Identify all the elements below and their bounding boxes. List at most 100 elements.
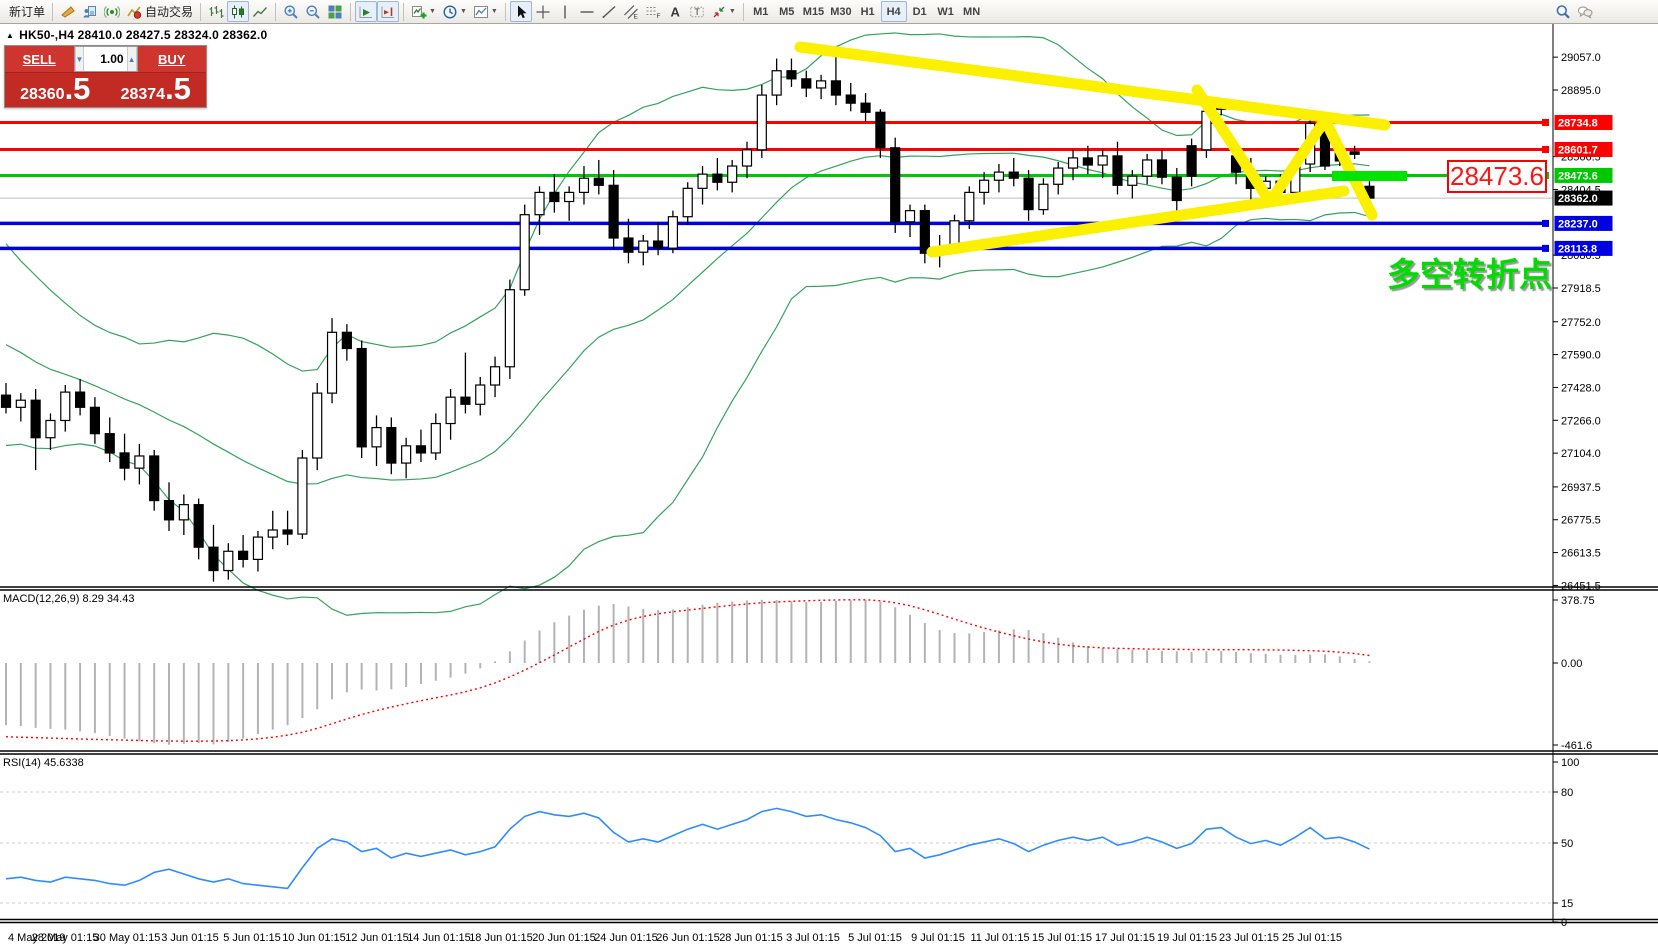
candle-body xyxy=(60,391,71,422)
line-end-marker[interactable] xyxy=(1542,118,1549,126)
candle-body xyxy=(297,457,308,535)
svg-text:26775.5: 26775.5 xyxy=(1561,515,1601,527)
arrow-tools-button[interactable]: ▼ xyxy=(708,1,739,22)
svg-text:0: 0 xyxy=(1561,917,1567,929)
fibonacci-tool-button[interactable]: F xyxy=(642,1,664,22)
candle-body xyxy=(756,94,767,151)
date-axis-label: 12 Jun 01:15 xyxy=(345,932,409,944)
cursor-tool-button[interactable] xyxy=(509,1,532,22)
autotrading-toggle-button[interactable]: 自动交易 xyxy=(123,1,196,22)
line-end-marker[interactable] xyxy=(1542,244,1549,252)
toolbar-separator xyxy=(350,2,352,21)
chart-shift-button[interactable] xyxy=(377,1,400,22)
timeframe-h4-button[interactable]: H4 xyxy=(880,1,907,22)
bar-chart-style-button[interactable] xyxy=(205,1,227,22)
candle-body xyxy=(504,289,515,368)
timeframe-h1-button[interactable]: H1 xyxy=(860,5,875,18)
candle-body xyxy=(401,445,412,464)
svg-text:28362.0: 28362.0 xyxy=(1558,193,1598,205)
timeframe-mn-button[interactable]: MN xyxy=(963,5,981,18)
new-order-button[interactable]: 新订单 xyxy=(9,5,46,19)
timeframe-m1-button[interactable]: M1 xyxy=(753,5,769,18)
toolbar-separator xyxy=(52,2,54,21)
axis-price-tag xyxy=(1554,114,1613,130)
timeframe-d1-button[interactable]: D1 xyxy=(912,5,927,18)
zoom-out-button[interactable] xyxy=(302,1,324,22)
sell-price[interactable]: 28360.5 xyxy=(5,73,106,107)
candle-body xyxy=(815,80,827,89)
sell-button[interactable]: SELL xyxy=(5,46,74,72)
ascroll-icon xyxy=(359,6,373,18)
candle-body xyxy=(712,173,723,183)
yellow-descending-trendline[interactable] xyxy=(794,41,1391,131)
yellow-ascending-support[interactable] xyxy=(926,185,1350,258)
date-axis-label: 26 Jun 01:15 xyxy=(656,932,720,944)
yellow-zigzag-pattern[interactable] xyxy=(1191,84,1378,221)
candle-body xyxy=(1038,183,1049,211)
candle-body xyxy=(1349,151,1360,155)
search-icon xyxy=(1556,4,1570,19)
buy-button[interactable]: BUY xyxy=(137,46,206,72)
line-chart-style-button[interactable] xyxy=(249,1,271,22)
svg-text:28473.6: 28473.6 xyxy=(1558,170,1598,182)
chat-button[interactable] xyxy=(1574,1,1596,22)
hline-icon xyxy=(580,10,594,13)
equidistant-channel-tool-button[interactable]: E xyxy=(620,1,642,22)
text-label-tool-button[interactable]: T xyxy=(686,1,708,22)
text-icon: A xyxy=(670,4,680,19)
indicators-list-button[interactable]: ▼ xyxy=(408,1,439,22)
date-axis-label: 5 Jun 01:15 xyxy=(223,932,281,944)
timeframe-w1-button[interactable]: W1 xyxy=(937,5,954,18)
text-tool-button[interactable]: A xyxy=(664,1,686,22)
svg-text:100: 100 xyxy=(1561,757,1579,769)
svg-text:27428.0: 27428.0 xyxy=(1561,382,1601,394)
candle-body xyxy=(1097,155,1108,166)
green-highlight-bar[interactable] xyxy=(1332,171,1407,181)
line-end-marker[interactable] xyxy=(1542,145,1549,153)
horn-icon-button[interactable] xyxy=(57,1,79,22)
search-button[interactable] xyxy=(1552,1,1574,22)
templates-button[interactable]: ▼ xyxy=(470,1,501,22)
timeframe-m15-button[interactable]: M15 xyxy=(802,5,825,18)
timeframe-m30-button[interactable]: M30 xyxy=(830,5,852,18)
toolbar-separator xyxy=(504,2,506,21)
volume-input[interactable] xyxy=(84,47,127,71)
price-callout-box[interactable]: 28473.6 xyxy=(1447,160,1547,193)
crosshair-tool-button[interactable] xyxy=(532,1,554,22)
svg-text:27918.5: 27918.5 xyxy=(1561,283,1601,295)
svg-text:15: 15 xyxy=(1561,898,1573,910)
profile-chart-icon-button[interactable] xyxy=(79,1,101,22)
svg-text:27104.0: 27104.0 xyxy=(1561,448,1601,460)
candle-body xyxy=(208,546,219,572)
candle-body xyxy=(786,70,797,80)
date-axis-label: 30 May 01:15 xyxy=(94,932,161,944)
periods-button[interactable]: ▼ xyxy=(439,1,470,22)
svg-text:F: F xyxy=(656,13,660,20)
horizontal-line-tool-button[interactable] xyxy=(576,1,598,22)
candle-body xyxy=(519,214,530,291)
svg-text:27590.0: 27590.0 xyxy=(1561,350,1601,362)
turning-point-annotation[interactable]: 多空转折点 xyxy=(1387,256,1552,293)
candle-body xyxy=(860,102,871,113)
candle-body xyxy=(238,550,249,560)
candle-body xyxy=(282,529,293,535)
candle-body xyxy=(875,111,886,149)
buy-price[interactable]: 28374.5 xyxy=(106,73,207,107)
axis-price-tag xyxy=(1554,215,1613,231)
volume-increase-button[interactable]: ▲ xyxy=(126,47,137,71)
timeframe-m5-button[interactable]: M5 xyxy=(779,5,795,18)
vertical-line-tool-button[interactable] xyxy=(554,1,576,22)
trendline-tool-button[interactable] xyxy=(598,1,620,22)
signal-broadcast-button[interactable] xyxy=(101,1,123,22)
candle-body xyxy=(564,191,575,203)
candle-body xyxy=(163,499,175,521)
tile-windows-button[interactable] xyxy=(324,1,346,22)
line-end-marker[interactable] xyxy=(1542,219,1549,227)
auto-scroll-button[interactable] xyxy=(355,1,378,22)
candlestick-style-button[interactable] xyxy=(227,1,250,22)
tmpl-icon xyxy=(473,5,488,18)
zoom-in-button[interactable] xyxy=(280,1,302,22)
volume-decrease-button[interactable]: ▼ xyxy=(74,47,85,71)
